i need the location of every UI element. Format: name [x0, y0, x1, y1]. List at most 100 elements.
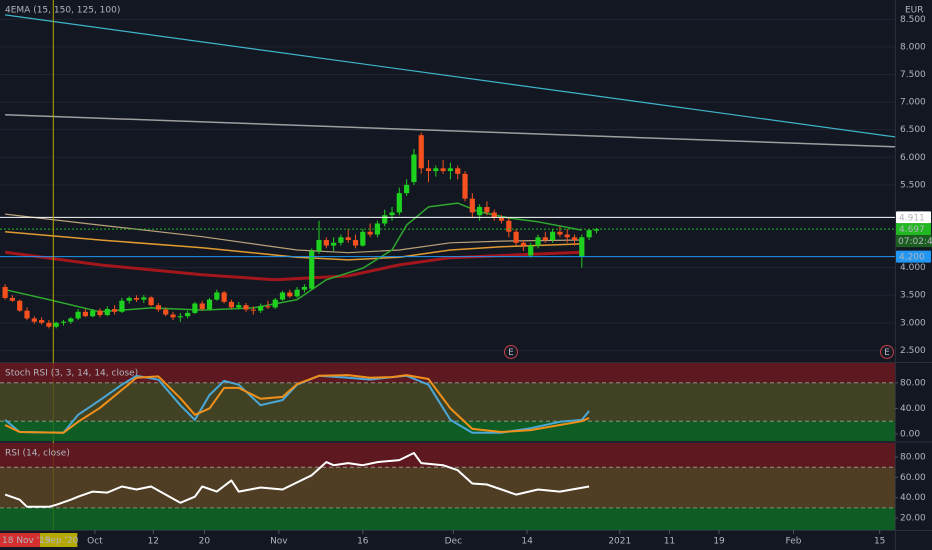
candle-body — [279, 292, 286, 300]
overlay-line — [5, 114, 896, 148]
x-tick-label: Feb — [786, 537, 802, 547]
overlay-line — [5, 231, 582, 261]
candle-body — [68, 318, 74, 322]
candle-body — [31, 318, 37, 322]
indicator-line — [4, 452, 590, 508]
x-tick-label: Dec — [445, 537, 462, 547]
candle-body — [367, 231, 373, 235]
candle-body — [39, 320, 45, 323]
candle-body — [338, 237, 344, 243]
x-tick-label: 14 — [521, 537, 533, 547]
overlay-line — [4, 250, 582, 282]
candle-body — [506, 220, 512, 232]
event-marker — [504, 345, 519, 359]
candle-body — [258, 306, 264, 311]
candle-body — [323, 240, 329, 246]
candle-body — [250, 309, 256, 311]
start-badge-label: 18 Nov '19 — [2, 536, 51, 546]
start-badge — [0, 533, 40, 547]
candle-body — [177, 316, 183, 318]
candle-body — [185, 312, 191, 317]
band — [0, 507, 895, 530]
pane-title: RSI (14, close) — [5, 449, 70, 459]
candle-body — [265, 306, 271, 308]
candle-body — [141, 297, 147, 300]
candle-body — [221, 292, 227, 302]
candle-body — [228, 301, 235, 308]
x-tick-label: 15 — [874, 537, 885, 547]
candle-body — [491, 212, 497, 218]
time-badge — [31, 533, 78, 547]
candle-body — [513, 231, 519, 243]
y-tick-label: 5.500 — [900, 180, 926, 190]
candle-body — [389, 212, 395, 216]
candle-body — [192, 303, 198, 313]
candle-body — [163, 309, 169, 315]
indicator-line — [4, 374, 590, 434]
candle-body — [593, 229, 600, 231]
candle-body — [53, 322, 59, 327]
x-tick-label: Oct — [87, 537, 103, 547]
candle-body — [97, 310, 103, 316]
x-tick-label: 20 — [199, 537, 211, 547]
candle-body — [462, 173, 468, 199]
y-tick-label: 6.000 — [900, 153, 926, 163]
candle-body — [382, 215, 388, 224]
candle-body — [272, 299, 278, 308]
x-tick-label: Nov — [270, 537, 288, 547]
y-tick-label: 80.00 — [900, 453, 926, 463]
price-badge — [896, 250, 931, 263]
candle-body — [301, 286, 308, 290]
candle-body — [564, 234, 570, 238]
candle-body — [112, 309, 118, 312]
overlay-line — [5, 14, 896, 138]
countdown-badge — [896, 235, 932, 248]
candle-body — [155, 305, 162, 310]
candle-body — [571, 237, 578, 241]
overlay-line — [5, 213, 582, 254]
event-label: E — [508, 348, 514, 358]
candle-body — [126, 297, 132, 301]
x-tick-label: 19 — [713, 537, 725, 547]
candle-body — [418, 135, 424, 169]
countdown-label: 07:02:46 — [898, 237, 932, 247]
band — [0, 467, 895, 508]
y-tick-label: 20.00 — [900, 514, 926, 524]
candle-body — [243, 305, 249, 310]
candle-body — [9, 297, 16, 301]
candle-body — [24, 310, 30, 319]
price-badge-label: 4.697 — [899, 225, 925, 235]
y-tick-label: 7.000 — [900, 98, 926, 108]
candle-body — [550, 231, 556, 241]
candle-body — [82, 311, 89, 317]
candle-body — [287, 292, 293, 297]
x-tick-label: 2021 — [608, 537, 631, 547]
candle-body — [2, 286, 8, 298]
candle-body — [316, 240, 322, 252]
candle-body — [345, 237, 351, 241]
candle-body — [352, 240, 359, 246]
candle-body — [528, 245, 534, 256]
candle-body — [17, 300, 23, 311]
candle-body — [425, 168, 432, 172]
price-badge-label: 4.200 — [899, 253, 925, 263]
candle-body — [148, 297, 154, 306]
pane-title: 4EMA (15, 150, 125, 100) — [5, 6, 120, 16]
candle-body — [498, 217, 505, 221]
candle-body — [404, 184, 410, 194]
y-tick-label: 8.500 — [900, 15, 926, 25]
y-tick-label: 3.000 — [900, 318, 926, 328]
candle-body — [133, 297, 140, 300]
y-tick-label: 0.00 — [900, 429, 920, 439]
price-badge-label: 4.911 — [899, 213, 925, 223]
candle-body — [119, 300, 125, 312]
x-tick-label: 12 — [148, 537, 159, 547]
candle-body — [557, 231, 563, 235]
candle-body — [477, 206, 483, 216]
candle-body — [75, 311, 81, 319]
y-tick-label: 40.00 — [900, 493, 926, 503]
event-label: E — [884, 348, 890, 358]
y-tick-label: 7.500 — [900, 70, 926, 80]
y-tick-label: 60.00 — [900, 473, 926, 483]
